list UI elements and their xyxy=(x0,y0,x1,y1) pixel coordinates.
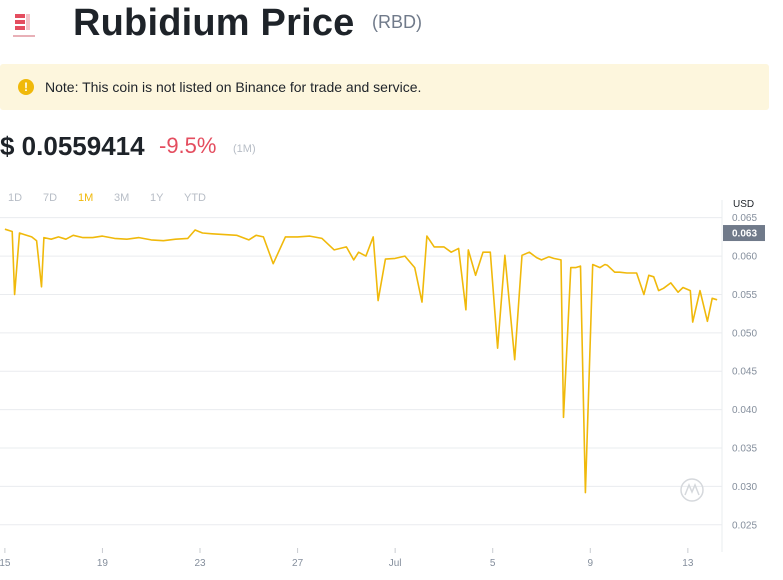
x-tick-label: 5 xyxy=(490,558,496,569)
chart-grid xyxy=(0,200,723,552)
x-tick-label: 27 xyxy=(292,558,304,569)
change-period: (1M) xyxy=(233,143,256,155)
current-price: $ 0.0559414 xyxy=(0,131,145,161)
chart-watermark-icon xyxy=(680,478,704,502)
range-1d[interactable]: 1D xyxy=(8,192,23,204)
rubidium-logo xyxy=(12,10,40,40)
y-axis-ticks: 0.065 0.060 0.055 0.050 0.045 0.040 0.035 0.030… xyxy=(732,213,757,531)
range-7d[interactable]: 7D xyxy=(43,192,58,204)
current-price-tag-bg xyxy=(723,225,765,242)
y-tick-label: 0.040 xyxy=(732,405,757,416)
coin-symbol: (RBD) xyxy=(372,12,422,32)
x-tick-label: 13 xyxy=(682,558,694,569)
price-change: -9.5% xyxy=(159,133,217,158)
x-tick-label: 23 xyxy=(194,558,206,569)
y-tick-label: 0.055 xyxy=(732,290,757,301)
range-3m[interactable]: 3M xyxy=(114,192,130,204)
price-chart[interactable]: 0.065 0.060 0.055 0.050 0.045 0.040 0.035 0.030… xyxy=(0,190,783,575)
page-title: Rubidium Price xyxy=(73,2,355,44)
listing-note-banner: ! Note: This coin is not listed on Binan… xyxy=(0,64,769,110)
y-tick-label: 0.060 xyxy=(732,252,757,263)
x-tick-label: Jul xyxy=(389,558,402,569)
note-text: Note: This coin is not listed on Binance… xyxy=(45,79,422,95)
x-axis-ticks: 15 19 23 27 Jul 5 9 13 xyxy=(0,548,694,569)
y-tick-label: 0.035 xyxy=(732,444,757,455)
currency-label: USD xyxy=(733,199,754,210)
range-1y[interactable]: 1Y xyxy=(150,192,164,204)
y-tick-label: 0.030 xyxy=(732,482,757,493)
page-header: Rubidium Price (RBD) xyxy=(0,0,783,50)
price-series-line xyxy=(4,228,718,494)
price-chart-svg: 0.065 0.060 0.055 0.050 0.045 0.040 0.035 0.030… xyxy=(0,199,765,569)
y-tick-label: 0.045 xyxy=(732,367,757,378)
x-tick-label: 9 xyxy=(588,558,594,569)
x-tick-label: 15 xyxy=(0,558,11,569)
y-tick-label: 0.025 xyxy=(732,520,757,531)
x-tick-label: 19 xyxy=(97,558,109,569)
current-price-tag-label: 0.063 xyxy=(732,229,757,240)
y-tick-label: 0.065 xyxy=(732,213,757,224)
range-ytd[interactable]: YTD xyxy=(184,192,206,204)
exclamation-icon: ! xyxy=(18,79,34,95)
y-tick-label: 0.050 xyxy=(732,328,757,339)
current-price-tag: 0.063 xyxy=(723,225,765,242)
range-1m[interactable]: 1M xyxy=(78,192,94,204)
